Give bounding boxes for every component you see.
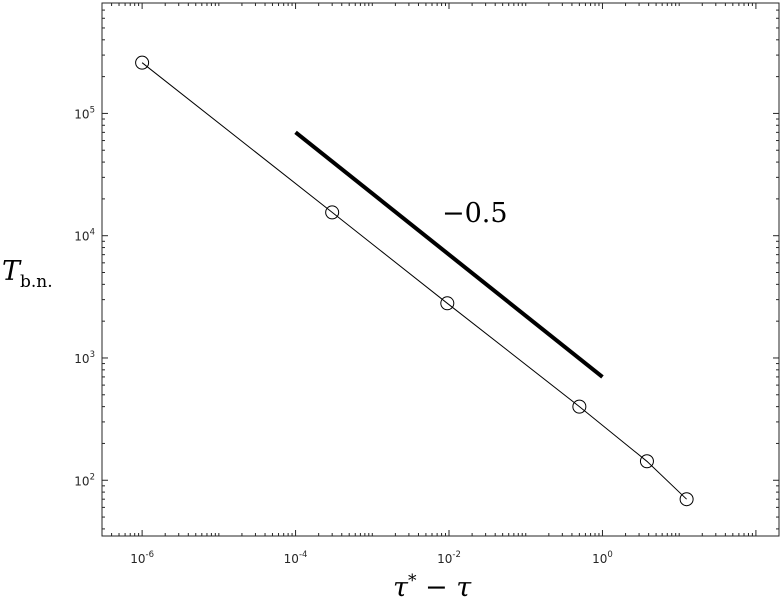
y-axis-label: Tb.n. [2,256,53,292]
data-point [325,205,340,220]
data-layer [135,55,694,507]
x-tick-label: 10-6 [130,550,154,566]
x-tick-label: 100 [592,550,613,566]
y-tick-label: 104 [74,228,95,244]
data-point [440,296,455,311]
slope-label: −0.5 [442,198,508,229]
x-axis-label: τ* − τ [393,571,472,601]
series-line [141,62,687,500]
data-point [572,399,587,414]
x-axis-label-sup: * [408,571,417,591]
x-axis-label-rest: − τ [416,572,472,601]
x-tick-label: 10-2 [437,550,461,566]
data-point [639,454,654,469]
y-axis-label-main: T [2,256,22,287]
x-tick-label: 10-4 [284,550,308,566]
tick-layer: 10-6 10-4 10-2 100 102 103 104 105 [74,2,780,566]
y-axis-label-sub: b.n. [20,272,53,292]
y-tick-label: 103 [74,350,95,366]
axes-box [101,2,780,537]
y-tick-label: 102 [74,472,95,488]
data-point [135,55,150,70]
y-tick-label: 105 [74,105,95,121]
x-axis-label-main: τ [393,572,409,601]
reference-slope-line [294,130,604,379]
plot-area [102,3,779,536]
data-point [679,492,694,507]
